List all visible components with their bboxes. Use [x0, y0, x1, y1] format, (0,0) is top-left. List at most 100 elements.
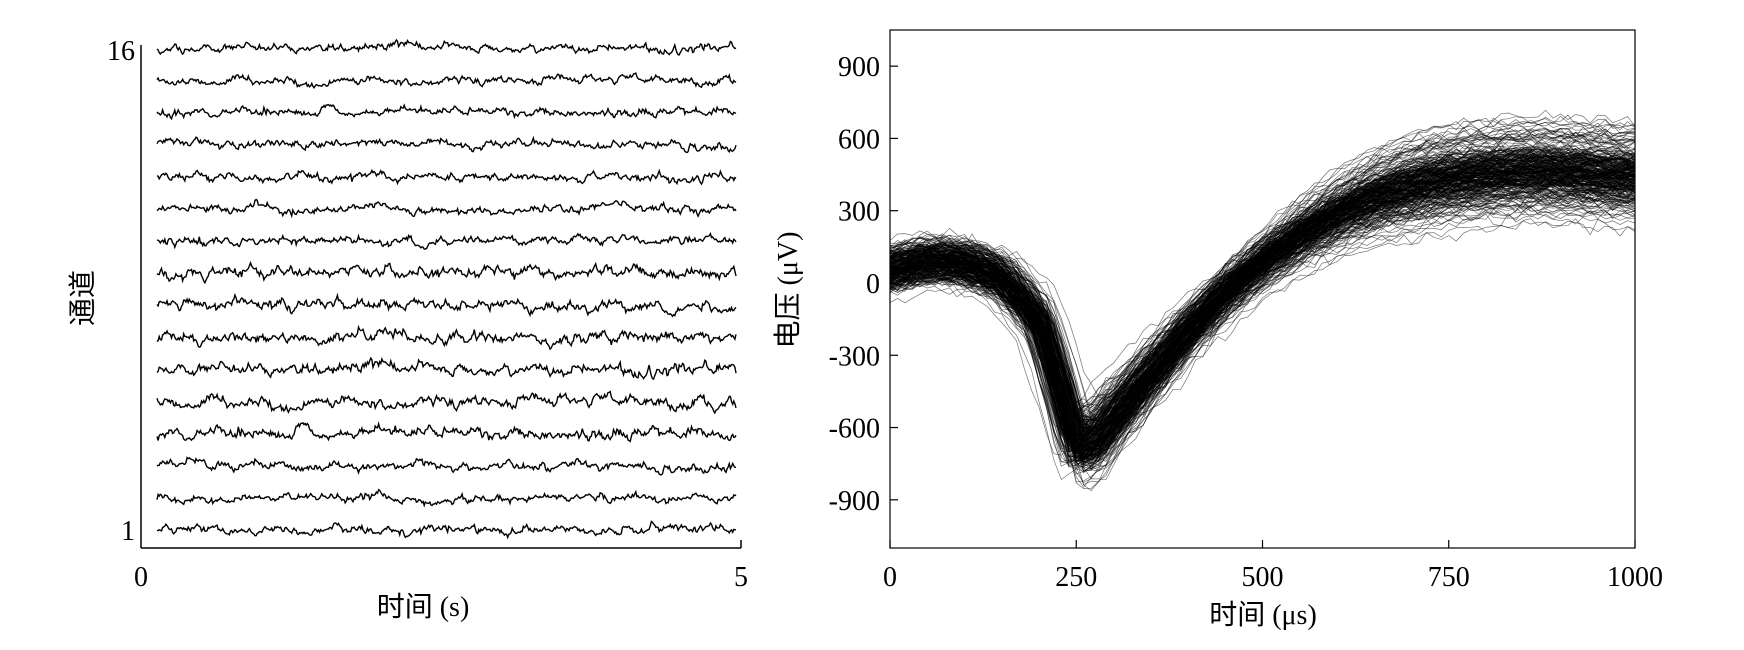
channel-trace-2 [156, 488, 737, 508]
spike-trace [890, 193, 1635, 450]
spike-trace [890, 178, 1635, 438]
channel-trace-11 [156, 198, 737, 219]
right-x-tick-label: 750 [1428, 562, 1470, 593]
spike-trace [890, 154, 1635, 453]
left-x-tick-0: 0 [134, 562, 148, 593]
right-y-tick-label: 300 [838, 197, 880, 228]
spike-trace [890, 203, 1635, 411]
spike-trace [890, 182, 1635, 475]
right-x-label: 时间 (μs) [1209, 599, 1317, 631]
channel-trace-4 [156, 421, 737, 443]
spike-trace [890, 161, 1635, 450]
spike-trace [890, 158, 1635, 437]
spike-trace [890, 172, 1635, 464]
left-y-label: 通道 [67, 270, 99, 326]
spike-trace [890, 186, 1635, 448]
spike-trace [890, 176, 1635, 459]
spike-trace [890, 175, 1635, 461]
spike-trace [890, 138, 1635, 453]
spike-trace [890, 195, 1635, 444]
channel-trace-13 [156, 135, 737, 154]
right-y-tick-label: -600 [829, 414, 880, 445]
spike-trace [890, 162, 1635, 463]
right-x-tick-label: 250 [1055, 562, 1097, 593]
spike-trace [890, 162, 1635, 448]
spike-trace [890, 175, 1635, 457]
spike-trace [890, 191, 1635, 423]
spike-trace [890, 173, 1635, 458]
right-y-tick-label: 600 [838, 124, 880, 155]
spike-trace [890, 181, 1635, 432]
channel-trace-14 [156, 103, 737, 121]
spike-trace [890, 161, 1635, 446]
channel-trace-8 [156, 292, 737, 318]
spike-trace [890, 179, 1635, 460]
spike-trace [890, 184, 1635, 474]
spike-trace [890, 186, 1635, 453]
spike-trace [890, 179, 1635, 469]
channel-trace-10 [156, 231, 737, 250]
spike-trace [890, 191, 1635, 467]
left-x-tick-5: 5 [734, 562, 748, 593]
channel-trace-16 [156, 38, 737, 56]
left-y-tick-16: 16 [107, 36, 135, 67]
spike-trace [890, 180, 1635, 464]
channel-trace-9 [156, 260, 737, 285]
channel-trace-3 [156, 456, 736, 476]
spike-trace [890, 167, 1635, 449]
spike-trace [890, 155, 1635, 422]
spike-trace [890, 191, 1635, 422]
left-y-tick-1: 1 [121, 516, 135, 547]
spike-trace [890, 176, 1635, 437]
right-y-label: 电压 (μV) [772, 232, 804, 349]
spike-trace [890, 183, 1635, 454]
spike-trace [890, 178, 1635, 465]
spike-trace [890, 218, 1635, 447]
spike-trace [890, 180, 1635, 472]
spike-trace [890, 119, 1635, 457]
channel-trace-1 [156, 520, 737, 540]
spike-trace [890, 184, 1635, 439]
right-chart: 0 250 500 750 1000 900 600 300 0 -300 -600 -900 时间 … [772, 29, 1663, 631]
spike-trace [890, 176, 1635, 457]
spike-trace [890, 169, 1635, 434]
channel-trace-15 [156, 72, 737, 90]
spike-trace [890, 196, 1635, 455]
left-chart: 16 1 0 5 时间 (s) 通道 [67, 36, 748, 623]
spike-trace [890, 170, 1635, 448]
right-x-tick-label: 0 [883, 562, 897, 593]
spike-trace [890, 155, 1635, 428]
spike-trace [890, 161, 1635, 453]
spike-trace [890, 181, 1635, 466]
spike-trace [890, 182, 1635, 459]
spike-trace [890, 178, 1635, 451]
left-axes [140, 45, 742, 549]
right-x-tick-label: 500 [1242, 562, 1284, 593]
spike-trace [890, 180, 1635, 464]
channel-trace-6 [156, 356, 737, 381]
right-ticks: 0 250 500 750 1000 900 600 300 0 -300 -600 -900 [829, 52, 1663, 593]
spike-trace [890, 178, 1635, 429]
spike-trace [890, 153, 1635, 459]
spike-trace [890, 189, 1635, 448]
spike-trace [890, 146, 1635, 464]
spike-trace [890, 179, 1635, 470]
channel-trace-7 [156, 324, 737, 351]
spike-trace [890, 179, 1635, 465]
spike-trace [890, 176, 1635, 461]
spike-trace [890, 188, 1635, 417]
spike-trace [890, 163, 1635, 441]
left-traces [156, 38, 737, 540]
spike-trace [890, 188, 1635, 419]
spike-trace [890, 152, 1635, 443]
spike-trace [890, 185, 1635, 429]
spike-trace [890, 167, 1635, 462]
spike-trace [890, 191, 1635, 426]
right-x-tick-label: 1000 [1607, 562, 1663, 593]
spike-trace [890, 174, 1635, 463]
spike-trace [890, 179, 1635, 444]
spike-trace [890, 153, 1635, 488]
right-y-tick-label: 900 [838, 52, 880, 83]
right-traces [890, 109, 1635, 492]
